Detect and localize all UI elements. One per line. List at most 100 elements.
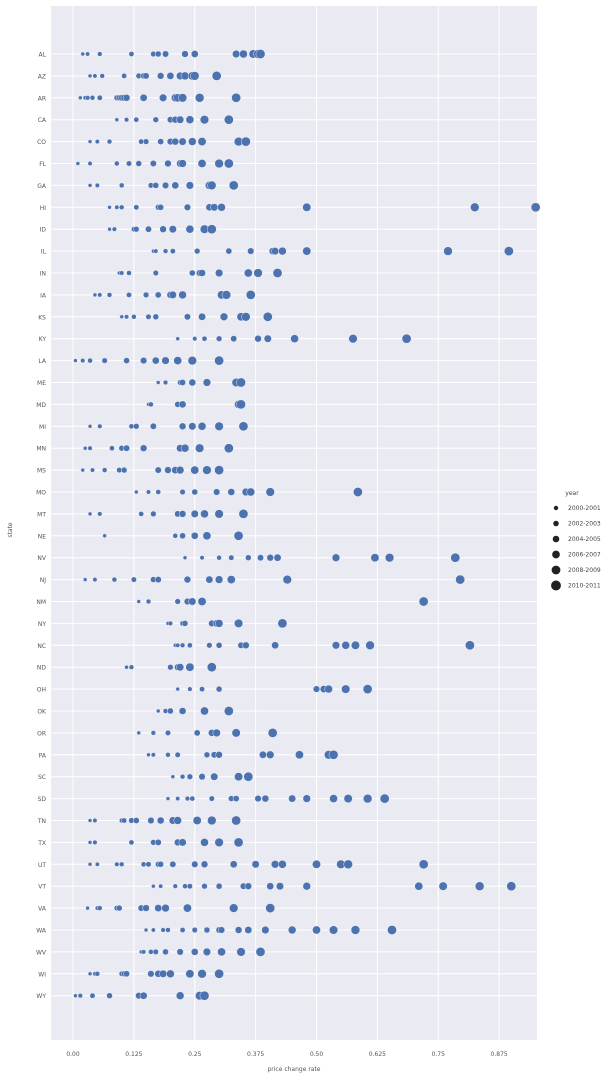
data-point	[202, 947, 211, 956]
data-point	[253, 268, 263, 278]
data-point	[208, 795, 215, 802]
data-point	[266, 882, 274, 890]
data-point	[175, 336, 180, 341]
data-point	[114, 861, 120, 867]
legend-label: 2000-2001	[568, 505, 601, 512]
data-point	[438, 881, 448, 891]
data-point	[161, 904, 170, 913]
data-point	[217, 203, 226, 212]
data-point	[101, 467, 108, 473]
data-point	[126, 270, 132, 276]
data-point	[231, 728, 241, 738]
data-point	[155, 50, 162, 58]
data-point	[175, 991, 185, 1000]
data-point	[387, 925, 397, 935]
data-point	[271, 860, 280, 869]
data-point	[178, 93, 188, 103]
data-point	[152, 270, 159, 276]
data-point	[238, 421, 249, 432]
y-tick-label: WI	[38, 971, 46, 978]
data-point	[203, 751, 211, 758]
data-point	[225, 247, 233, 255]
data-point	[243, 771, 254, 782]
data-point	[116, 904, 123, 912]
data-point	[165, 927, 171, 933]
data-point	[261, 926, 270, 934]
data-point	[221, 290, 231, 300]
data-point	[470, 202, 480, 212]
data-point	[231, 93, 241, 103]
data-point	[242, 641, 250, 649]
data-point	[181, 50, 189, 58]
data-point	[133, 226, 140, 233]
data-point	[384, 553, 395, 563]
data-point	[128, 664, 135, 670]
y-tick-label: WY	[36, 993, 46, 1000]
data-point	[183, 903, 192, 913]
data-point	[362, 684, 373, 694]
data-point	[153, 248, 159, 254]
y-tick-label: MT	[37, 511, 46, 518]
data-point	[75, 161, 81, 166]
data-point	[130, 576, 137, 583]
y-tick-label: MO	[36, 490, 46, 497]
data-point	[230, 335, 238, 343]
data-point	[178, 290, 187, 300]
data-point	[169, 860, 177, 868]
data-point	[229, 860, 238, 869]
data-point	[173, 816, 182, 825]
data-point	[504, 246, 514, 256]
data-point	[185, 224, 195, 234]
data-point	[178, 159, 187, 168]
legend-marker	[551, 565, 561, 575]
data-point	[147, 970, 155, 978]
data-point	[148, 401, 154, 408]
data-point	[149, 422, 157, 430]
data-point	[152, 356, 160, 365]
data-point	[312, 859, 321, 869]
data-point	[102, 533, 107, 538]
data-point	[244, 268, 253, 278]
data-point	[265, 487, 275, 497]
data-point	[193, 729, 201, 737]
data-point	[302, 882, 311, 891]
data-point	[133, 423, 140, 430]
data-point	[147, 817, 155, 825]
y-tick-label: ID	[40, 227, 47, 234]
data-point	[282, 575, 292, 585]
data-point	[162, 379, 169, 386]
y-tick-label: AZ	[38, 73, 46, 80]
data-point	[87, 971, 93, 976]
y-tick-label: ME	[37, 380, 46, 387]
y-tick-label: FL	[39, 161, 46, 168]
data-point	[245, 290, 256, 300]
data-point	[182, 555, 188, 560]
data-point	[139, 93, 148, 102]
data-point	[265, 903, 276, 913]
data-point	[343, 859, 353, 869]
y-tick-label: TX	[37, 840, 46, 847]
data-points	[73, 49, 541, 1001]
data-point	[199, 686, 205, 692]
data-point	[197, 969, 207, 979]
data-point	[134, 489, 139, 495]
data-point	[188, 422, 197, 431]
data-point	[211, 71, 222, 81]
data-point	[80, 467, 85, 473]
data-point	[210, 203, 219, 212]
data-point	[114, 204, 120, 210]
data-point	[261, 794, 270, 803]
data-point	[179, 774, 186, 780]
data-point	[159, 93, 168, 102]
data-point	[198, 312, 206, 321]
data-point	[506, 881, 517, 892]
data-point	[216, 555, 222, 561]
data-point	[95, 861, 100, 867]
data-point	[191, 926, 198, 934]
data-point	[244, 882, 252, 890]
data-point	[151, 884, 156, 889]
data-point	[106, 138, 113, 145]
data-point	[90, 467, 95, 473]
data-point	[190, 465, 200, 475]
y-tick-label: CA	[38, 117, 47, 124]
